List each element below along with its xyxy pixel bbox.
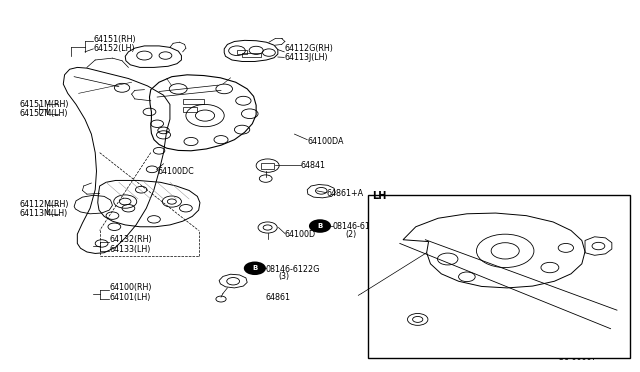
Text: 64112G(RH): 64112G(RH) [285, 44, 333, 53]
Bar [242, 52, 261, 57]
Text: 64101(LH): 64101(LH) [109, 293, 150, 302]
Text: B: B [252, 265, 257, 271]
Text: 64841: 64841 [301, 161, 326, 170]
Text: 64151(RH): 64151(RH) [93, 35, 136, 44]
Text: 64100DB: 64100DB [371, 228, 408, 237]
Text: 64100DC: 64100DC [157, 167, 194, 176]
Circle shape [310, 220, 330, 232]
Bar [261, 163, 274, 169]
Text: (3): (3) [278, 272, 290, 281]
Text: 64100DA: 64100DA [307, 137, 344, 146]
Text: 64113M(LH): 64113M(LH) [20, 209, 68, 218]
Text: 64100(RH): 64100(RH) [109, 283, 152, 292]
Text: 64133(LH): 64133(LH) [109, 244, 150, 253]
Circle shape [244, 262, 265, 274]
Bar [237, 50, 246, 54]
Bar [368, 195, 630, 358]
Text: 64113J(LH): 64113J(LH) [285, 53, 328, 62]
Text: 64861: 64861 [266, 293, 291, 302]
Text: LH: LH [372, 191, 387, 201]
Text: 64112M(RH): 64112M(RH) [20, 200, 69, 209]
Text: 64152M(LH): 64152M(LH) [20, 109, 68, 118]
Text: 08146-6122G: 08146-6122G [333, 222, 387, 231]
Text: 64100D: 64100D [285, 230, 316, 239]
Text: 64132(RH): 64132(RH) [109, 235, 152, 244]
Text: 64151M(RH): 64151M(RH) [20, 100, 69, 109]
Bar [183, 99, 204, 105]
Text: 08146-6122G: 08146-6122G [266, 265, 320, 274]
Text: 36 00007: 36 00007 [559, 353, 597, 362]
Text: 64861+A: 64861+A [326, 189, 364, 198]
Bar [182, 108, 196, 112]
Text: B: B [317, 223, 323, 229]
Text: 64152(LH): 64152(LH) [93, 44, 135, 53]
Text: (2): (2) [346, 230, 356, 240]
